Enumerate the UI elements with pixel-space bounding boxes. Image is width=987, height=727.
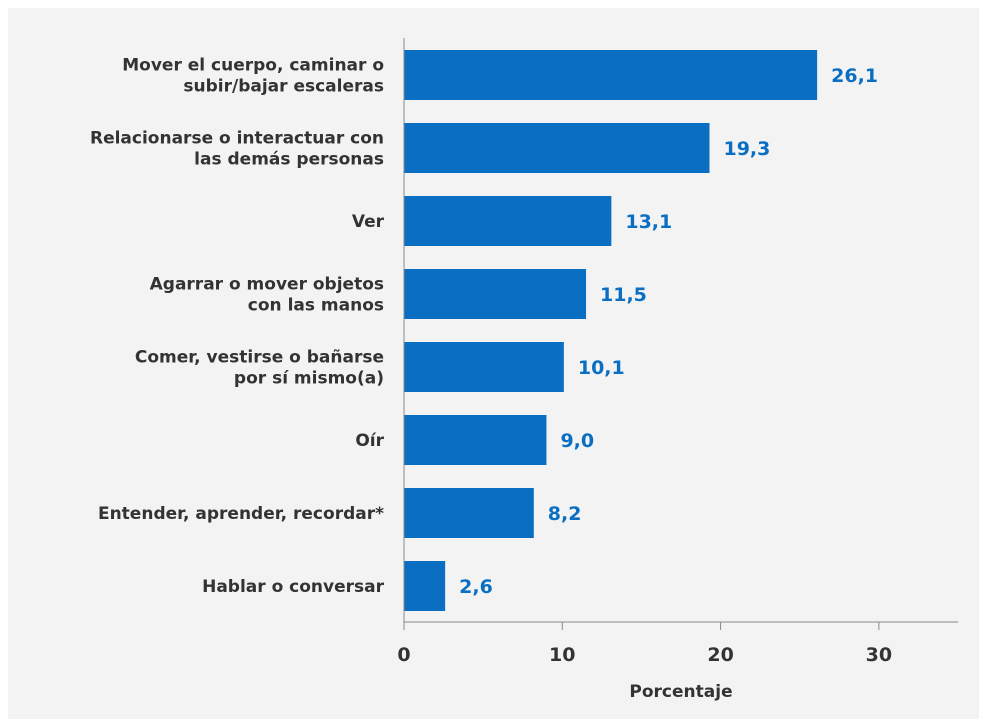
category-label-7: Hablar o conversar bbox=[202, 577, 385, 597]
bar-1 bbox=[404, 123, 710, 173]
value-label-4: 10,1 bbox=[578, 357, 625, 379]
category-label-2: Ver bbox=[352, 212, 385, 232]
category-label-4-line-0: Comer, vestirse o bañarse bbox=[135, 348, 384, 368]
bar-5 bbox=[404, 415, 547, 465]
bar-3 bbox=[404, 269, 587, 319]
x-axis-title: Porcentaje bbox=[629, 682, 732, 702]
category-label-3-line-1: con las manos bbox=[248, 296, 384, 316]
category-label-5: Oír bbox=[355, 431, 384, 451]
category-label-6: Entender, aprender, recordar* bbox=[98, 504, 384, 524]
bar-2 bbox=[404, 196, 612, 246]
category-label-1-line-0: Relacionarse o interactuar con bbox=[90, 129, 384, 149]
bar-6 bbox=[404, 488, 534, 538]
category-label-4-line-1: por sí mismo(a) bbox=[234, 369, 384, 389]
bar-0 bbox=[404, 50, 818, 100]
category-label-1-line-1: las demás personas bbox=[194, 150, 384, 170]
x-tick-label-3: 30 bbox=[866, 644, 892, 666]
category-label-0-line-0: Mover el cuerpo, caminar o bbox=[122, 56, 384, 76]
value-label-2: 13,1 bbox=[625, 211, 672, 233]
value-label-0: 26,1 bbox=[831, 65, 878, 87]
category-label-0-line-1: subir/bajar escaleras bbox=[183, 77, 384, 97]
bar-4 bbox=[404, 342, 564, 392]
x-tick-label-2: 20 bbox=[707, 644, 733, 666]
x-tick-label-1: 10 bbox=[549, 644, 575, 666]
category-label-3-line-0: Agarrar o mover objetos bbox=[150, 275, 384, 295]
value-label-1: 19,3 bbox=[723, 138, 770, 160]
bar-7 bbox=[404, 561, 446, 611]
value-label-5: 9,0 bbox=[560, 430, 594, 452]
x-tick-label-0: 0 bbox=[397, 644, 410, 666]
value-label-7: 2,6 bbox=[459, 576, 493, 598]
value-label-6: 8,2 bbox=[548, 503, 582, 525]
value-label-3: 11,5 bbox=[600, 284, 647, 306]
